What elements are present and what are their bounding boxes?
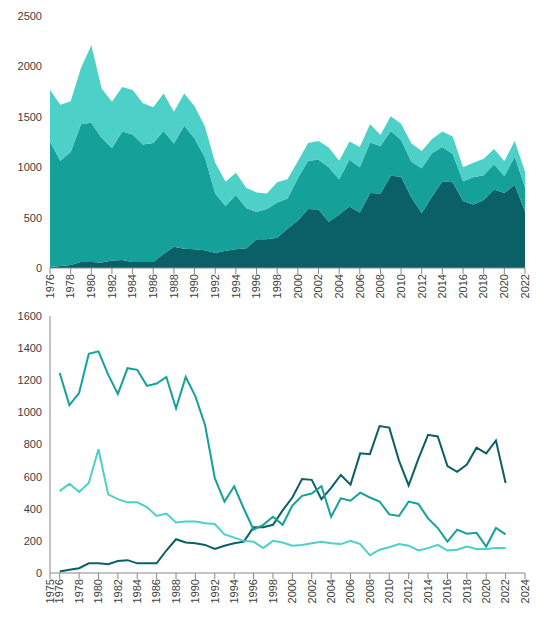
svg-text:1986: 1986 xyxy=(147,274,159,298)
svg-text:1978: 1978 xyxy=(73,579,85,603)
svg-text:2004: 2004 xyxy=(333,274,345,298)
svg-text:2012: 2012 xyxy=(402,579,414,603)
svg-text:2008: 2008 xyxy=(364,579,376,603)
svg-text:600: 600 xyxy=(24,471,42,483)
svg-text:1988: 1988 xyxy=(170,579,182,603)
svg-text:2016: 2016 xyxy=(457,274,469,298)
svg-text:1990: 1990 xyxy=(189,579,201,603)
svg-text:1980: 1980 xyxy=(85,274,97,298)
svg-text:2010: 2010 xyxy=(383,579,395,603)
svg-text:0: 0 xyxy=(36,567,42,579)
svg-text:2014: 2014 xyxy=(436,274,448,298)
svg-text:800: 800 xyxy=(24,438,42,450)
svg-text:1996: 1996 xyxy=(247,579,259,603)
svg-text:2006: 2006 xyxy=(354,274,366,298)
svg-text:1200: 1200 xyxy=(18,374,42,386)
svg-text:1992: 1992 xyxy=(209,579,221,603)
svg-text:1984: 1984 xyxy=(131,579,143,603)
svg-text:2022: 2022 xyxy=(499,579,511,603)
svg-text:2010: 2010 xyxy=(395,274,407,298)
svg-text:2020: 2020 xyxy=(480,579,492,603)
svg-text:1976: 1976 xyxy=(44,274,56,298)
svg-text:2000: 2000 xyxy=(292,274,304,298)
svg-text:2014: 2014 xyxy=(422,579,434,603)
svg-text:2024: 2024 xyxy=(519,579,531,603)
svg-text:1500: 1500 xyxy=(18,111,42,123)
svg-text:1980: 1980 xyxy=(92,579,104,603)
svg-text:500: 500 xyxy=(24,212,42,224)
svg-text:2018: 2018 xyxy=(478,274,490,298)
svg-text:1990: 1990 xyxy=(188,274,200,298)
svg-text:2012: 2012 xyxy=(416,274,428,298)
svg-text:2000: 2000 xyxy=(286,579,298,603)
svg-text:400: 400 xyxy=(24,503,42,515)
svg-text:1998: 1998 xyxy=(267,579,279,603)
svg-text:200: 200 xyxy=(24,535,42,547)
svg-text:2022: 2022 xyxy=(519,274,531,298)
svg-text:1994: 1994 xyxy=(228,579,240,603)
svg-text:2008: 2008 xyxy=(374,274,386,298)
svg-text:2500: 2500 xyxy=(18,10,42,22)
svg-text:2016: 2016 xyxy=(441,579,453,603)
svg-text:1986: 1986 xyxy=(150,579,162,603)
svg-text:2000: 2000 xyxy=(18,60,42,72)
svg-text:1994: 1994 xyxy=(230,274,242,298)
svg-text:2006: 2006 xyxy=(344,579,356,603)
svg-text:2020: 2020 xyxy=(498,274,510,298)
svg-text:1400: 1400 xyxy=(18,342,42,354)
svg-text:1978: 1978 xyxy=(64,274,76,298)
svg-text:0: 0 xyxy=(36,262,42,274)
svg-text:1998: 1998 xyxy=(271,274,283,298)
svg-text:1600: 1600 xyxy=(18,310,42,322)
svg-text:1000: 1000 xyxy=(18,406,42,418)
svg-text:1984: 1984 xyxy=(126,274,138,298)
svg-text:1975: 1975 xyxy=(43,579,56,604)
svg-text:1976: 1976 xyxy=(54,579,66,603)
svg-text:1988: 1988 xyxy=(168,274,180,298)
svg-text:2004: 2004 xyxy=(325,579,337,603)
svg-text:2002: 2002 xyxy=(312,274,324,298)
svg-text:1000: 1000 xyxy=(18,161,42,173)
svg-text:1982: 1982 xyxy=(106,274,118,298)
svg-text:2018: 2018 xyxy=(461,579,473,603)
svg-text:1992: 1992 xyxy=(209,274,221,298)
svg-text:1996: 1996 xyxy=(250,274,262,298)
svg-text:2002: 2002 xyxy=(306,579,318,603)
svg-text:1982: 1982 xyxy=(112,579,124,603)
